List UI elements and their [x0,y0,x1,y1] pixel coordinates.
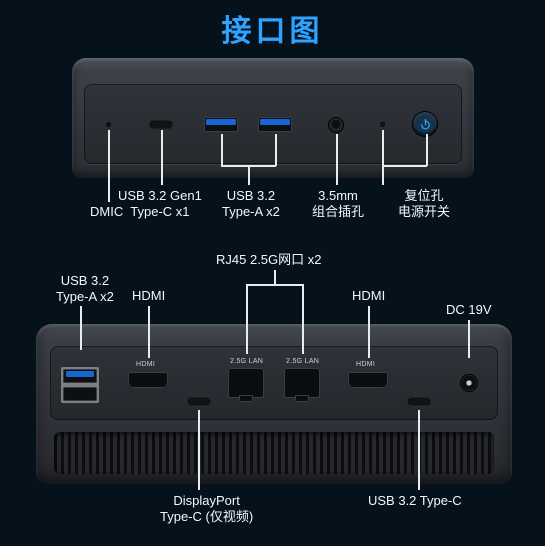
dc-power-jack [460,374,478,392]
label-rear-hdmi-l: HDMI [132,288,165,304]
rear-usb-c-dp-port [186,396,212,407]
callout-line [198,410,200,490]
callout-line [468,320,470,358]
label-front-usba: USB 3.2 Type-A x2 [222,188,280,221]
front-face [84,84,462,164]
label-rear-usba: USB 3.2 Type-A x2 [56,273,114,306]
rear-hdmi-port-2 [348,372,388,388]
rear-rj45-port-1 [228,368,264,398]
front-usb-c-port [148,119,174,130]
silk-hdmi-1: HDMI [136,361,155,368]
power-icon [419,118,432,131]
label-rear-usbc: USB 3.2 Type-C [368,493,462,509]
reset-pinhole [380,122,385,127]
front-usb-a-port-1 [204,117,238,132]
callout-line [246,284,248,354]
callout-line [382,165,427,167]
audio-jack [328,117,344,133]
callout-line [426,134,428,166]
callout-line [368,306,370,358]
label-rear-hdmi-r: HDMI [352,288,385,304]
label-rear-rj45: RJ45 2.5G网口 x2 [216,252,322,268]
silk-hdmi-2: HDMI [356,361,375,368]
callout-line [274,270,276,284]
silk-lan-2: 2.5G LAN [286,358,319,365]
callout-line [246,284,303,286]
diagram-title: 接口图 [0,6,545,50]
dmic-pinhole [106,122,111,127]
rear-rj45-port-2 [284,368,320,398]
callout-line [302,284,304,354]
callout-line [148,306,150,358]
callout-line [275,134,277,166]
rear-chassis: HDMI 2.5G LAN 2.5G LAN HDMI [36,324,512,484]
callout-line [382,130,384,185]
callout-line [80,306,82,350]
rear-hdmi-port-1 [128,372,168,388]
rear-usb-c-port [406,396,432,407]
label-rear-dp-usbc: DisplayPort Type-C (仅视频) [160,493,253,526]
callout-line [161,130,163,185]
callout-line [221,134,223,166]
callout-line [248,165,250,185]
label-audio-jack: 3.5mm 组合插孔 [312,188,364,221]
label-rear-dc: DC 19V [446,302,492,318]
callout-line [336,134,338,185]
label-front-usbc: USB 3.2 Gen1 Type-C x1 [118,188,202,221]
silk-lan-1: 2.5G LAN [230,358,263,365]
rear-vent-grille [54,432,494,474]
front-chassis [72,58,474,178]
label-reset-power: 复位孔 电源开关 [398,188,450,221]
power-button [412,111,438,137]
front-usb-a-port-2 [258,117,292,132]
callout-line [418,410,420,490]
rear-usb-a-stack [60,366,100,404]
callout-line [108,130,110,202]
rear-face: HDMI 2.5G LAN 2.5G LAN HDMI [50,346,498,420]
